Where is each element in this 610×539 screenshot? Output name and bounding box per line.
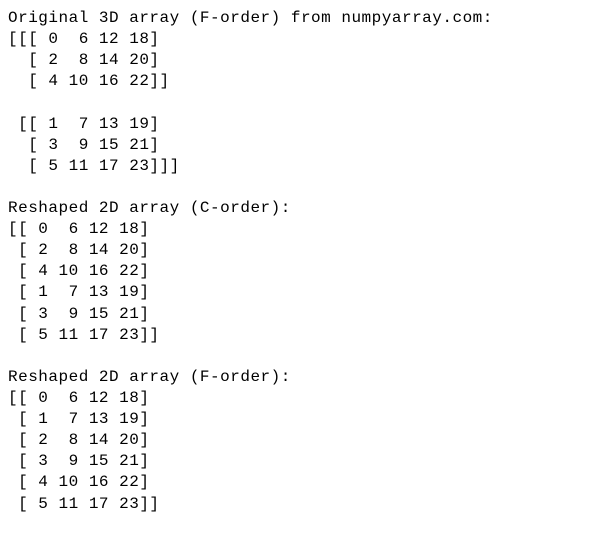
console-output: Original 3D array (F-order) from numpyar… (0, 0, 610, 523)
